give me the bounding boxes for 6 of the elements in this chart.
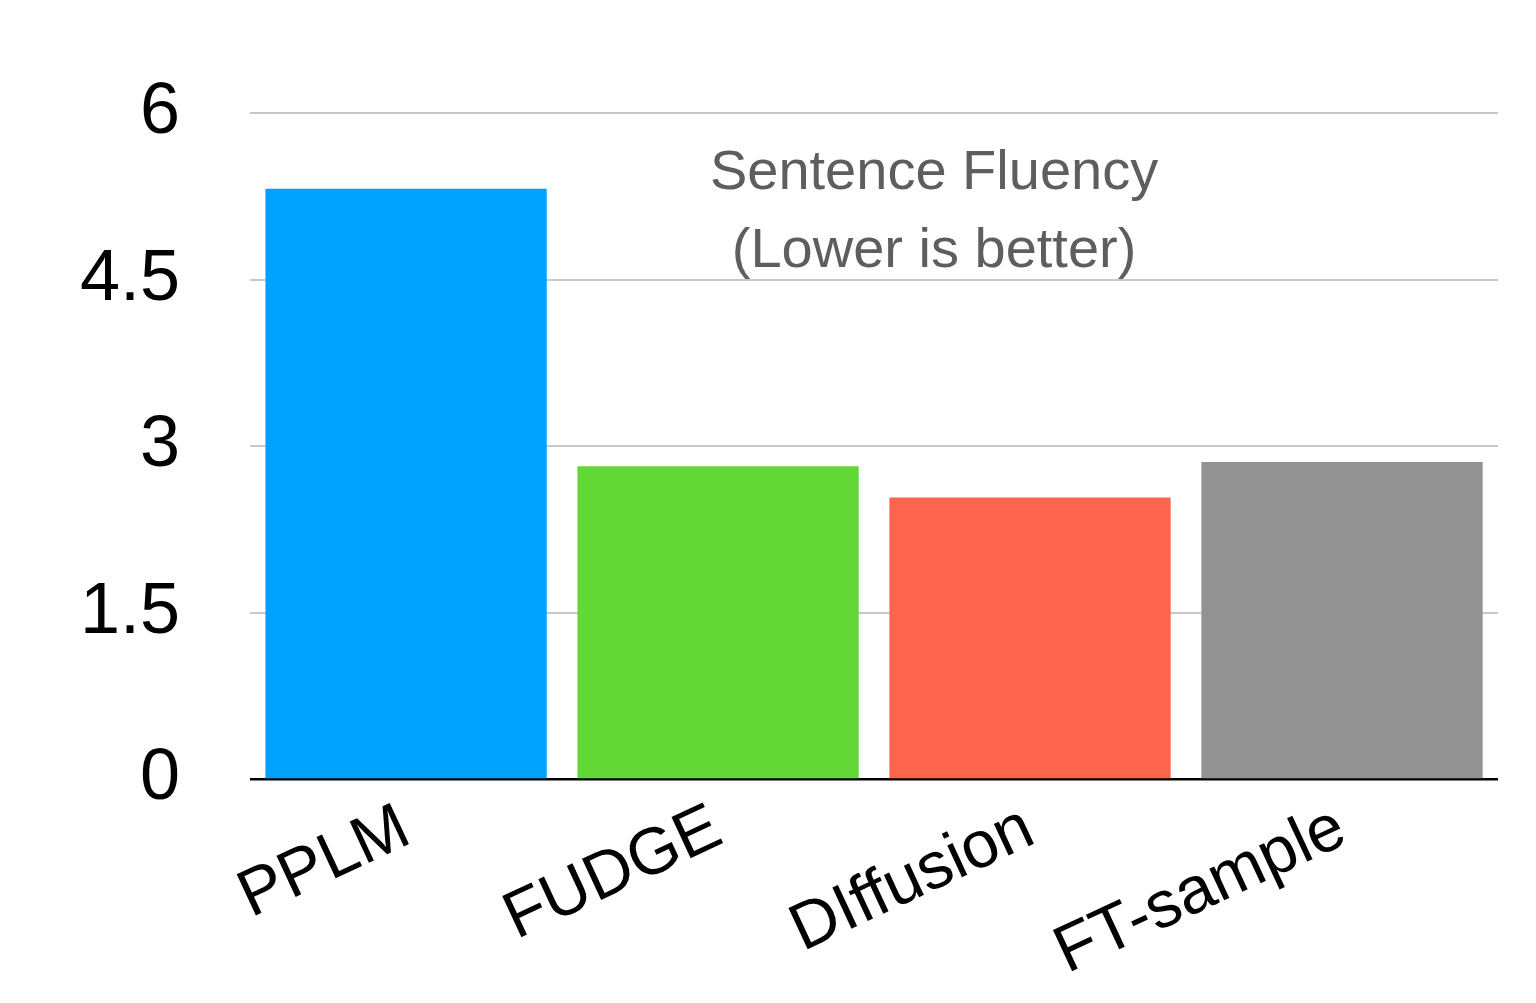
text: Sentence Fluency (Lower is better) [709, 137, 1159, 279]
y-tick-label: 1.5 [80, 567, 181, 648]
y-tick-label: 3 [140, 401, 181, 482]
y-tick-label: 6 [140, 68, 181, 149]
y-tick-label: 4.5 [80, 234, 181, 315]
y-tick-label: 0 [140, 734, 181, 815]
